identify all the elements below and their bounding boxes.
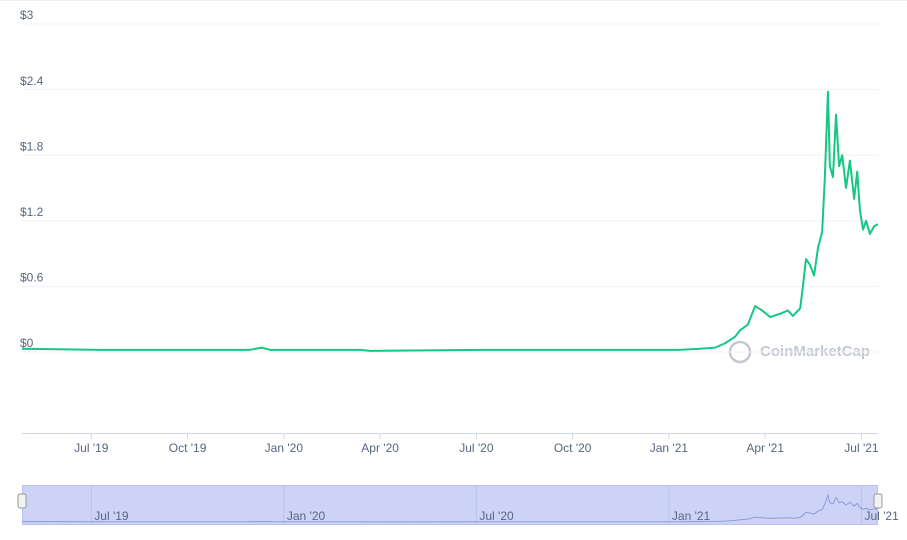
navigator-tick-label: Jul '19 — [94, 509, 129, 523]
navigator-tick-label: Jan '20 — [287, 509, 326, 523]
y-tick-label: $0.6 — [20, 271, 44, 285]
navigator-handle-left[interactable] — [17, 493, 27, 509]
x-tick-label: Jul '20 — [459, 441, 494, 455]
navigator-tick-label: Jul '20 — [479, 509, 514, 523]
navigator-tick-label: Jul '21 — [864, 509, 899, 523]
navigator-handle-right[interactable] — [873, 493, 883, 509]
x-tick-label: Jul '19 — [74, 441, 109, 455]
watermark-text: CoinMarketCap — [760, 343, 870, 360]
x-tick-label: Apr '21 — [746, 441, 784, 455]
x-tick-label: Oct '20 — [554, 441, 592, 455]
x-tick-label: Apr '20 — [361, 441, 399, 455]
y-tick-label: $1.8 — [20, 139, 44, 153]
navigator-line — [21, 493, 879, 523]
y-tick-label: $0 — [20, 336, 34, 350]
y-tick-label: $3 — [20, 8, 34, 22]
price-line — [21, 90, 879, 352]
y-tick-label: $1.2 — [20, 205, 44, 219]
navigator-tick-label: Jan '21 — [672, 509, 711, 523]
x-tick-label: Jan '20 — [265, 441, 304, 455]
x-tick-label: Oct '19 — [169, 441, 207, 455]
x-tick-label: Jan '21 — [650, 441, 689, 455]
y-tick-label: $2.4 — [20, 74, 44, 88]
x-tick-label: Jul '21 — [844, 441, 879, 455]
